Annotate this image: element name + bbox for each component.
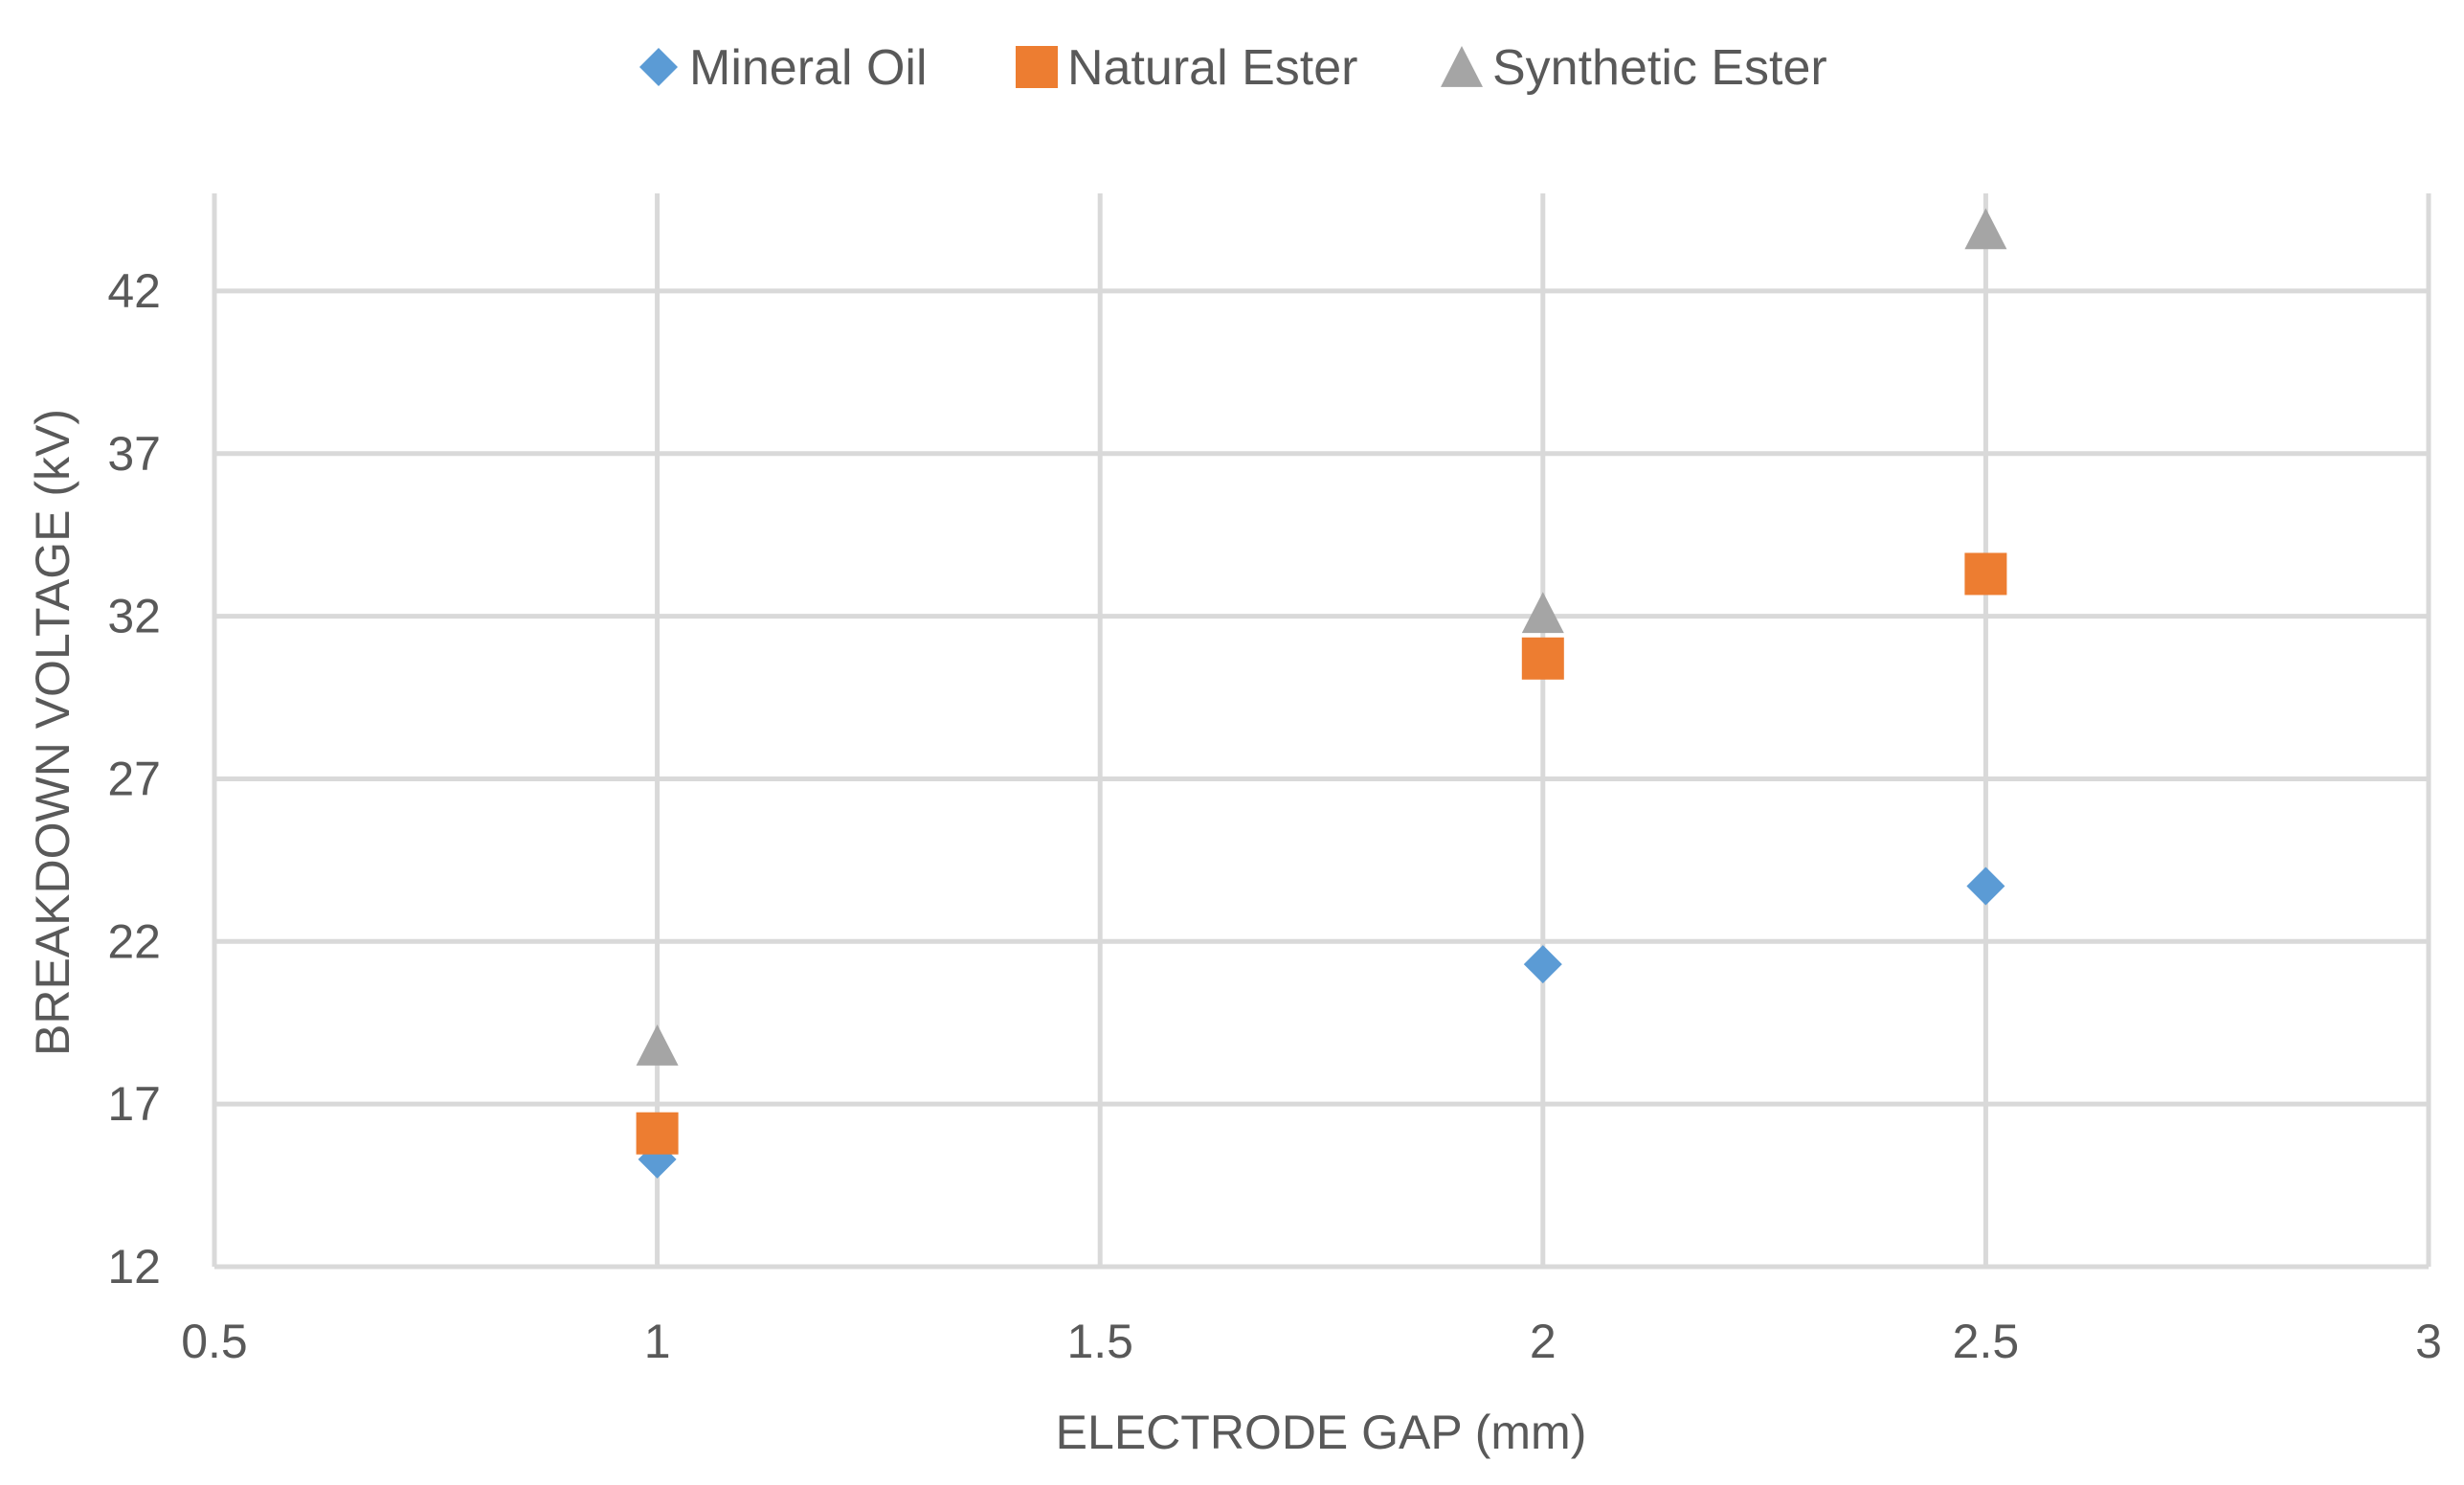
y-tick-label: 37 bbox=[107, 427, 161, 481]
legend-label-synthetic-ester: Synthetic Ester bbox=[1492, 40, 1827, 96]
y-tick-label: 27 bbox=[107, 752, 161, 805]
x-axis-title: ELECTRODE GAP (mm) bbox=[1056, 1406, 1587, 1459]
legend-label-natural-ester: Natural Ester bbox=[1067, 40, 1357, 96]
x-tick-label: 2.5 bbox=[1953, 1315, 2020, 1368]
point-synthetic-ester bbox=[636, 1024, 679, 1066]
y-tick-label: 17 bbox=[107, 1077, 161, 1131]
point-mineral-oil bbox=[1523, 945, 1562, 984]
y-tick-label: 42 bbox=[107, 264, 161, 318]
legend-marker-synthetic-ester bbox=[1441, 46, 1483, 87]
legend-marker-mineral-oil bbox=[639, 48, 678, 86]
y-tick-label: 22 bbox=[107, 914, 161, 968]
data-points bbox=[636, 208, 2007, 1179]
x-tick-label: 0.5 bbox=[181, 1315, 248, 1368]
y-axis-title: BREAKDOWN VOLTAGE (kV) bbox=[26, 409, 79, 1056]
y-tick-label: 12 bbox=[107, 1240, 161, 1294]
grid bbox=[212, 193, 2431, 1270]
point-synthetic-ester bbox=[1964, 208, 2007, 250]
x-tick-label: 1 bbox=[644, 1315, 671, 1368]
y-axis-ticks: 12 17 22 27 32 37 42 bbox=[107, 264, 161, 1294]
point-natural-ester bbox=[1521, 637, 1564, 680]
point-natural-ester bbox=[1964, 552, 2007, 596]
x-axis-ticks: 0.5 1 1.5 2 2.5 3 bbox=[181, 1315, 2442, 1368]
x-tick-label: 1.5 bbox=[1066, 1315, 1133, 1368]
legend-label-mineral-oil: Mineral Oil bbox=[689, 40, 928, 96]
x-tick-label: 3 bbox=[2415, 1315, 2442, 1368]
legend-marker-natural-ester bbox=[1016, 46, 1058, 88]
point-natural-ester bbox=[636, 1112, 679, 1155]
legend: Mineral Oil Natural Ester Synthetic Ester bbox=[639, 40, 1827, 96]
point-synthetic-ester bbox=[1521, 592, 1564, 634]
x-tick-label: 2 bbox=[1530, 1315, 1557, 1368]
point-mineral-oil bbox=[1966, 866, 2005, 906]
y-tick-label: 32 bbox=[107, 590, 161, 643]
